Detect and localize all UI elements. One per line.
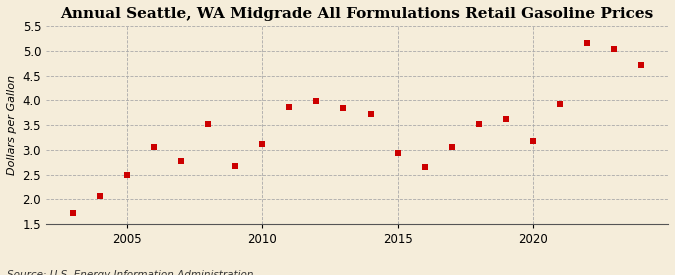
Point (473, 122, 484, 126)
Point (392, 151, 403, 156)
Point (419, 165, 430, 169)
Point (338, 106, 349, 111)
Point (636, 63, 647, 67)
Point (446, 145, 457, 149)
Point (95, 194, 105, 198)
Point (148, 145, 159, 149)
Point (582, 40, 593, 45)
Point (365, 112, 376, 117)
Title: Annual Seattle, WA Midgrade All Formulations Retail Gasoline Prices: Annual Seattle, WA Midgrade All Formulat… (60, 7, 653, 21)
Point (68, 211, 78, 215)
Point (176, 159, 186, 163)
Point (311, 99, 322, 103)
Point (500, 117, 511, 121)
Point (203, 122, 214, 127)
Point (554, 102, 565, 106)
Point (527, 139, 538, 144)
Point (122, 173, 132, 177)
Text: Source: U.S. Energy Information Administration: Source: U.S. Energy Information Administ… (7, 271, 253, 275)
Y-axis label: Dollars per Gallon: Dollars per Gallon (7, 75, 17, 175)
Point (609, 46, 620, 51)
Point (230, 164, 241, 168)
Point (257, 142, 268, 147)
Point (284, 105, 295, 109)
